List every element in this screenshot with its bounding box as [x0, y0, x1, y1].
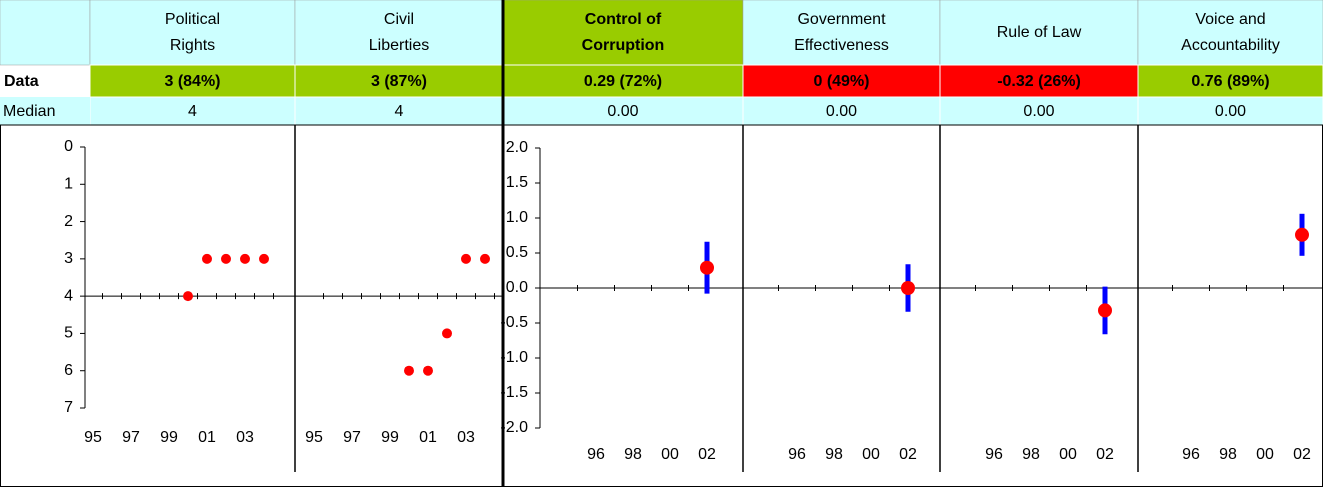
x-tick-label: 03 — [457, 429, 475, 446]
header-text: Accountability — [1181, 37, 1280, 54]
y-tick-label: 3 — [64, 250, 73, 267]
header-cell — [1137, 0, 1323, 66]
y-tick-label: -2.0 — [500, 419, 528, 436]
x-tick-label: 95 — [305, 429, 323, 446]
x-tick-label: 00 — [1059, 446, 1077, 463]
header-text: Rights — [170, 37, 215, 54]
data-value: 0 (49%) — [813, 73, 869, 90]
x-tick-label: 00 — [661, 446, 679, 463]
data-point — [461, 253, 471, 264]
data-point — [1295, 227, 1309, 242]
header-text: Civil — [384, 11, 414, 28]
x-tick-label: 03 — [236, 429, 254, 446]
x-tick-label: 99 — [160, 429, 178, 446]
x-tick-label: 97 — [122, 429, 140, 446]
header-cell — [939, 0, 1139, 66]
median-value: 4 — [188, 103, 197, 120]
data-value: 3 (87%) — [371, 73, 427, 90]
median-value: 0.00 — [826, 103, 857, 120]
header-text: Liberties — [369, 37, 429, 54]
header-cell — [89, 0, 296, 66]
data-cell — [89, 64, 296, 98]
x-tick-label: 99 — [381, 429, 399, 446]
y-tick-label: 2 — [64, 213, 73, 230]
median-value: 0.00 — [1215, 103, 1246, 120]
header-cell — [502, 0, 744, 66]
median-cell — [1137, 96, 1323, 126]
data-point — [240, 253, 250, 264]
data-point — [901, 281, 915, 295]
data-value: -0.32 (26%) — [997, 73, 1081, 90]
data-cell — [939, 64, 1139, 98]
y-tick-label: 1 — [64, 176, 73, 193]
y-tick-label: 0.0 — [506, 279, 528, 296]
median-cell — [742, 96, 941, 126]
data-cell — [1137, 64, 1323, 98]
y-tick-label: 0 — [64, 138, 73, 155]
data-point — [221, 253, 231, 264]
data-point — [700, 260, 714, 275]
x-tick-label: 02 — [698, 446, 716, 463]
y-tick-label: 0.5 — [506, 244, 528, 261]
data-point — [202, 253, 212, 264]
header-text: Rule of Law — [997, 24, 1082, 41]
data-point — [423, 365, 433, 376]
y-tick-label: -0.5 — [500, 314, 528, 331]
x-tick-label: 98 — [1219, 446, 1237, 463]
x-tick-label: 01 — [419, 429, 437, 446]
x-tick-label: 00 — [862, 446, 880, 463]
data-point — [404, 365, 414, 376]
data-point — [183, 291, 193, 302]
x-tick-label: 01 — [198, 429, 216, 446]
y-tick-label: 1.5 — [506, 174, 528, 191]
median-value: 0.00 — [607, 103, 638, 120]
x-tick-label: 97 — [343, 429, 361, 446]
data-value: 0.29 (72%) — [584, 73, 662, 90]
header-text: Political — [165, 11, 220, 28]
header-text: Voice and — [1195, 11, 1265, 28]
y-tick-label: -1.5 — [500, 384, 528, 401]
median-label-cell — [0, 97, 90, 125]
header-cell — [0, 0, 91, 66]
x-tick-label: 98 — [1022, 446, 1040, 463]
data-cell — [294, 64, 504, 98]
x-tick-label: 98 — [624, 446, 642, 463]
x-tick-label: 02 — [1293, 446, 1311, 463]
data-value: 0.76 (89%) — [1191, 73, 1269, 90]
data-value: 3 (84%) — [164, 73, 220, 90]
x-tick-label: 95 — [84, 429, 102, 446]
data-point — [1098, 303, 1112, 318]
median-value: 0.00 — [1023, 103, 1054, 120]
header-text: Control of — [585, 11, 662, 28]
y-tick-label: 1.0 — [506, 209, 528, 226]
header-text: Government — [797, 11, 886, 28]
y-tick-label: -1.0 — [500, 349, 528, 366]
y-tick-label: 6 — [64, 362, 73, 379]
x-tick-label: 02 — [899, 446, 917, 463]
median-cell — [89, 96, 296, 126]
median-value: 4 — [395, 103, 404, 120]
y-tick-label: 2.0 — [506, 139, 528, 156]
x-tick-label: 96 — [587, 446, 605, 463]
x-tick-label: 98 — [825, 446, 843, 463]
x-tick-label: 02 — [1096, 446, 1114, 463]
median-cell — [939, 96, 1139, 126]
median-label: Median — [3, 103, 55, 120]
data-point — [480, 253, 490, 264]
x-tick-label: 00 — [1256, 446, 1274, 463]
header-cell — [742, 0, 941, 66]
x-tick-label: 96 — [1182, 446, 1200, 463]
y-tick-label: 7 — [64, 399, 73, 416]
data-point — [442, 328, 452, 339]
header-cell — [294, 0, 504, 66]
header-text: Corruption — [582, 37, 665, 54]
x-tick-label: 96 — [788, 446, 806, 463]
x-tick-label: 96 — [985, 446, 1003, 463]
data-label: Data — [4, 73, 39, 90]
y-tick-label: 5 — [64, 325, 73, 342]
data-point — [259, 253, 269, 264]
y-tick-label: 4 — [64, 287, 73, 304]
header-text: Effectiveness — [794, 37, 889, 54]
